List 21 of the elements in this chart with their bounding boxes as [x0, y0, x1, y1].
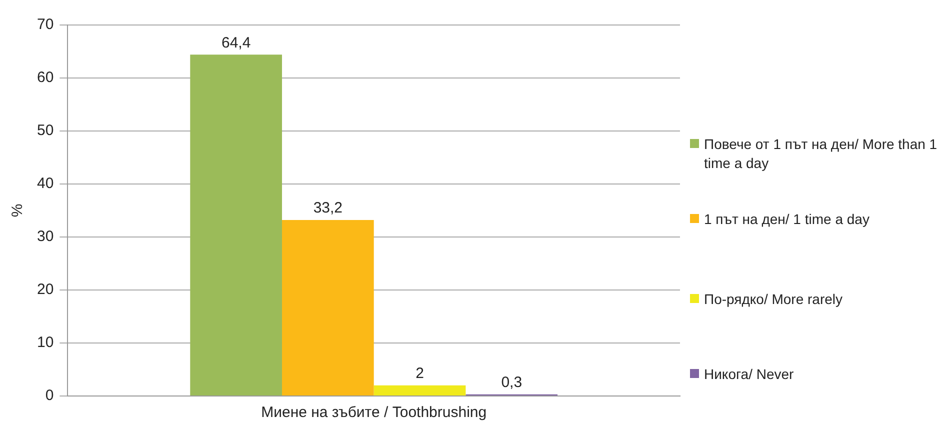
- data-label: 2: [416, 365, 424, 382]
- y-tick-label: 50: [36, 122, 54, 140]
- data-label: 33,2: [313, 200, 343, 217]
- y-tick-label: 70: [36, 16, 54, 34]
- y-axis-title: %: [9, 204, 26, 218]
- legend-label: По-рядко/ More rarely: [704, 290, 843, 309]
- legend-label: Повече от 1 път на ден/ More than 1 time a day: [704, 135, 938, 173]
- y-tick-label: 20: [36, 281, 54, 298]
- legend-label: Никога/ Never: [704, 365, 794, 384]
- y-tick-label: 40: [36, 175, 54, 192]
- y-tick-label: 10: [36, 334, 54, 352]
- x-tick-label: Миене на зъбите / Toothbrushing: [261, 404, 487, 422]
- bar: [374, 385, 466, 396]
- y-tick-label: 0: [45, 387, 54, 404]
- bar: [282, 220, 374, 396]
- data-label: 0,3: [501, 374, 522, 392]
- legend-label: 1 път на ден/ 1 time a day: [704, 210, 870, 229]
- y-tick-label: 30: [36, 228, 54, 246]
- data-label: 64,4: [221, 34, 251, 52]
- y-tick-label: 60: [36, 69, 54, 86]
- bar: [190, 54, 282, 396]
